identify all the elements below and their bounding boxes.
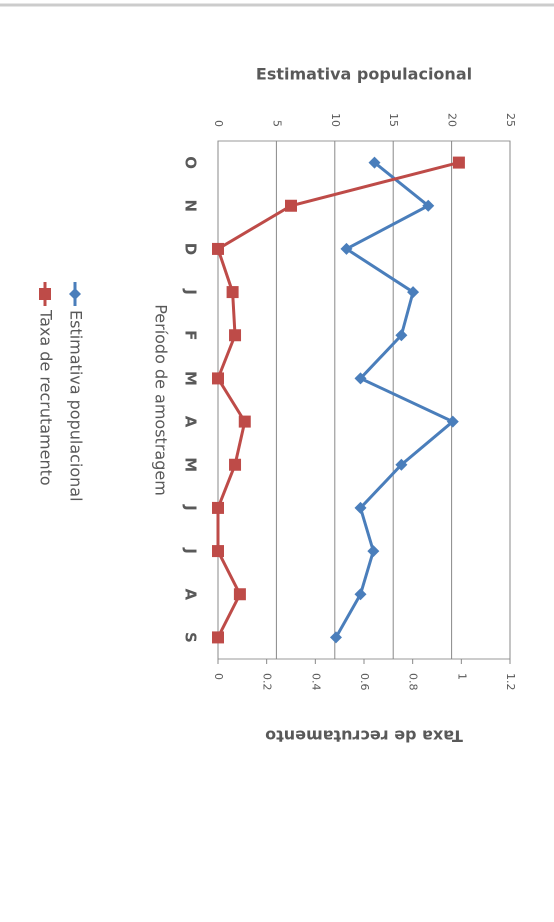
marker: [354, 501, 367, 514]
legend-label: Taxa de recrutamento: [37, 309, 56, 486]
legend-marker: [69, 288, 81, 300]
marker: [229, 458, 242, 471]
y2-axis-title: Taxa de recrutamento: [265, 727, 463, 746]
y2-tick-label: 0.8: [407, 673, 420, 691]
marker: [452, 156, 465, 169]
marker: [368, 156, 381, 169]
x-tick-label: O: [182, 156, 200, 169]
marker: [407, 286, 420, 299]
y-tick-label: 15: [387, 113, 400, 127]
marker: [285, 199, 297, 212]
marker: [354, 372, 367, 385]
marker: [395, 458, 408, 471]
marker: [446, 415, 459, 428]
marker: [212, 631, 224, 644]
x-tick-label: M: [182, 371, 200, 386]
y-tick-label: 10: [329, 113, 342, 127]
marker: [212, 545, 224, 558]
x-tick-label: J: [182, 504, 200, 511]
x-axis-title: Período de amostragem: [152, 304, 171, 496]
marker: [226, 286, 239, 299]
x-tick-label: A: [182, 588, 200, 600]
x-tick-label: N: [182, 199, 200, 212]
marker: [238, 415, 251, 428]
legend-label: Estimativa populacional: [67, 310, 86, 502]
y2-tick-label: 1.2: [504, 673, 517, 691]
x-tick-label: J: [182, 288, 200, 295]
marker: [354, 588, 367, 601]
marker: [229, 329, 242, 342]
marker: [395, 329, 408, 342]
marker: [212, 372, 224, 385]
series-line: [334, 161, 456, 639]
x-tick-label: S: [182, 632, 200, 643]
marker: [233, 588, 246, 601]
marker: [367, 545, 380, 558]
y-axis-title: Estimativa populacional: [256, 65, 472, 84]
y-tick-label: 0: [212, 120, 225, 127]
y-tick-label: 5: [270, 120, 283, 127]
y-tick-label: 20: [446, 113, 459, 127]
x-tick-label: D: [182, 243, 200, 255]
x-tick-label: F: [182, 330, 200, 340]
chart: 0 5 10 15 20 25 0 0.2 0.4 0.6 0.8 1 1.2 Estimativa po…: [37, 65, 518, 746]
y2-tick-label: 0.6: [358, 673, 371, 691]
marker: [329, 631, 342, 644]
legend-marker: [39, 288, 51, 300]
y-tick-label: 25: [504, 113, 517, 127]
marker: [212, 242, 224, 255]
x-tick-label: M: [182, 457, 200, 472]
y2-tick-label: 0: [212, 673, 225, 680]
y2-tick-label: 0.4: [309, 673, 322, 691]
y2-tick-label: 0.2: [261, 673, 274, 691]
x-tick-label: J: [182, 547, 200, 554]
y2-tick-label: 1: [455, 673, 468, 680]
x-tick-label: A: [182, 416, 200, 428]
marker: [340, 242, 353, 255]
marker: [212, 501, 224, 514]
series-line: [216, 161, 460, 639]
